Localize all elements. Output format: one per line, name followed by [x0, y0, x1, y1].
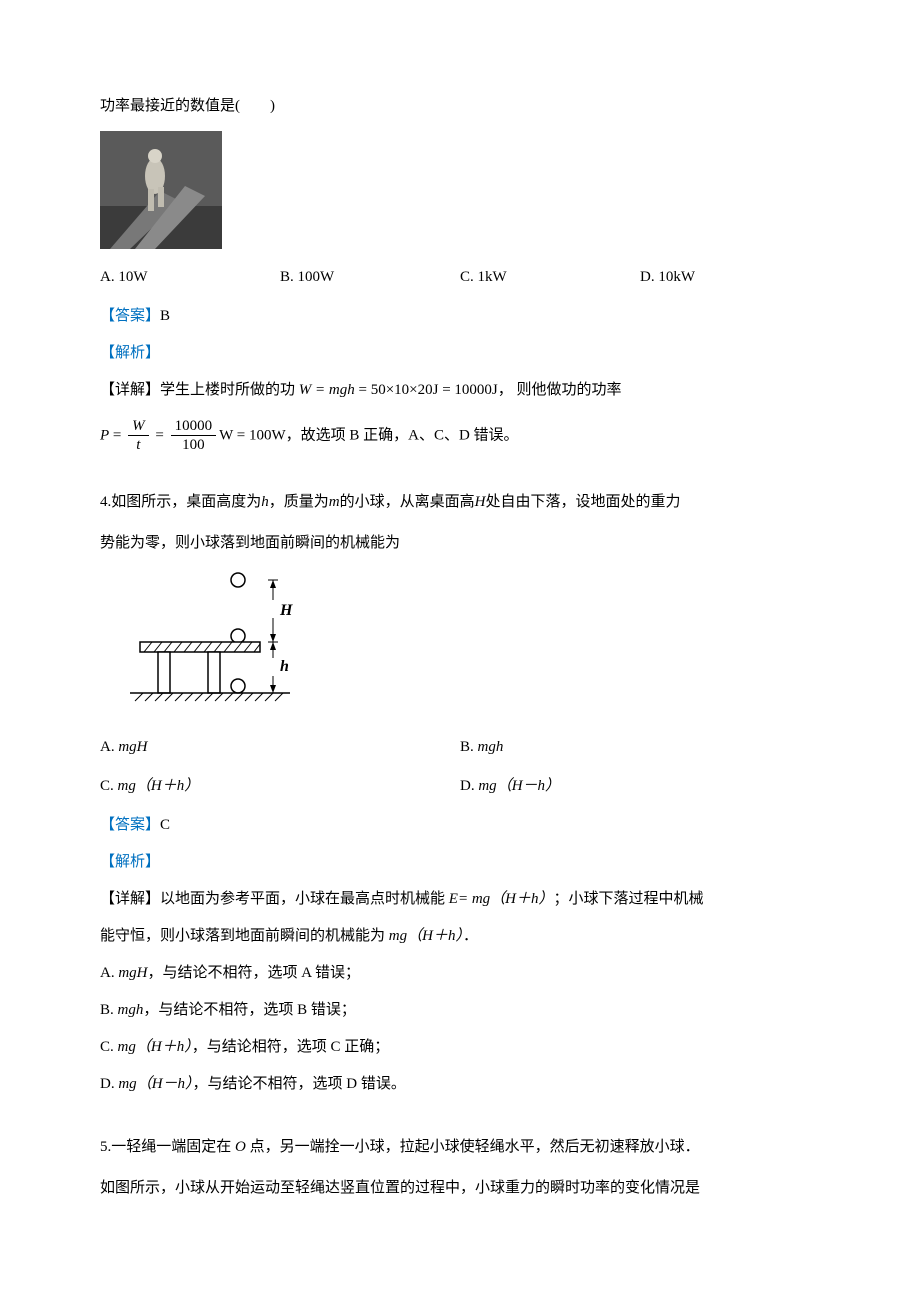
q3-formula1-num: = 50×10×20J = 10000J — [355, 382, 498, 398]
detail-mid: ， 则他做功的功率 — [498, 382, 622, 398]
answer-label: 【答案】 — [100, 308, 160, 324]
q3-formula1: W = mgh — [299, 382, 355, 398]
q3-stem: 功率最接近的数值是( ) — [100, 90, 820, 123]
formula2-right: W = 100W — [219, 428, 286, 444]
q4-diagram: H h — [130, 568, 330, 723]
q4-options-row2: C. mg（H＋h） D. mg（H－h） — [100, 770, 820, 803]
q4-option-d: D. mg（H－h） — [460, 770, 820, 803]
question-4-block: 4.如图所示，桌面高度为h，质量为m的小球，从离桌面高H处自由下落，设地面处的重… — [100, 486, 820, 1101]
q4-number: 4. — [100, 494, 111, 510]
q4-answer: 【答案】C — [100, 809, 820, 842]
q3-answer: 【答案】B — [100, 300, 820, 333]
q3-option-a: A. 10W — [100, 261, 280, 294]
question-3-block: 功率最接近的数值是( ) A. 10W B. 100W C. 1kW D. 10… — [100, 90, 820, 456]
q3-analysis-label: 【解析】 — [100, 337, 820, 370]
question-5-block: 5.一轻绳一端固定在 O 点，另一端拴一小球，拉起小球使轻绳水平，然后无初速释放… — [100, 1131, 820, 1205]
fraction-w-t: Wt — [128, 417, 149, 456]
q5-number: 5. — [100, 1139, 111, 1155]
label-H: H — [279, 602, 293, 619]
q4-judge-b: B. mgh，与结论不相符，选项 B 错误； — [100, 994, 820, 1027]
q4-option-c: C. mg（H＋h） — [100, 770, 460, 803]
q4-detail-line2: 能守恒，则小球落到地面前瞬间的机械能为 mg（H＋h）． — [100, 920, 820, 953]
q3-option-b: B. 100W — [280, 261, 460, 294]
q5-stem-line2: 如图所示，小球从开始运动至轻绳达竖直位置的过程中，小球重力的瞬时功率的变化情况是 — [100, 1172, 820, 1205]
answer-label: 【答案】 — [100, 817, 160, 833]
answer-value: C — [160, 817, 170, 833]
detail-label: 【详解】 — [100, 382, 160, 398]
q4-stem: 4.如图所示，桌面高度为h，质量为m的小球，从离桌面高H处自由下落，设地面处的重… — [100, 486, 820, 519]
q4-options-row1: A. mgH B. mgh — [100, 731, 820, 764]
q4-option-a: A. mgH — [100, 731, 460, 764]
q3-formula2: P = Wt = 10000100W = 100W，故选项 B 正确，A、C、D… — [100, 417, 820, 456]
answer-value: B — [160, 308, 170, 324]
q4-detail-line1: 【详解】以地面为参考平面，小球在最高点时机械能 E= mg（H＋h）；小球下落过… — [100, 883, 820, 916]
q3-option-c: C. 1kW — [460, 261, 640, 294]
detail-prefix: 学生上楼时所做的功 — [160, 382, 295, 398]
q3-figure — [100, 131, 222, 249]
q4-judge-a: A. mgH，与结论不相符，选项 A 错误； — [100, 957, 820, 990]
q3-options: A. 10W B. 100W C. 1kW D. 10kW — [100, 261, 820, 294]
q3-detail: 【详解】学生上楼时所做的功 W = mgh = 50×10×20J = 1000… — [100, 374, 820, 407]
q4-option-b: B. mgh — [460, 731, 820, 764]
detail-tail: ，故选项 B 正确，A、C、D 错误。 — [286, 428, 519, 444]
fraction-10000-100: 10000100 — [171, 417, 217, 456]
q4-analysis-label: 【解析】 — [100, 846, 820, 879]
q5-stem-line1: 5.一轻绳一端固定在 O 点，另一端拴一小球，拉起小球使轻绳水平，然后无初速释放… — [100, 1131, 820, 1164]
formula2-left: P — [100, 428, 109, 444]
q4-stem-line2: 势能为零，则小球落到地面前瞬间的机械能为 — [100, 527, 820, 560]
q3-option-d: D. 10kW — [640, 261, 820, 294]
q4-judge-c: C. mg（H＋h），与结论相符，选项 C 正确； — [100, 1031, 820, 1064]
q4-judge-d: D. mg（H－h），与结论不相符，选项 D 错误。 — [100, 1068, 820, 1101]
label-h: h — [280, 658, 289, 675]
